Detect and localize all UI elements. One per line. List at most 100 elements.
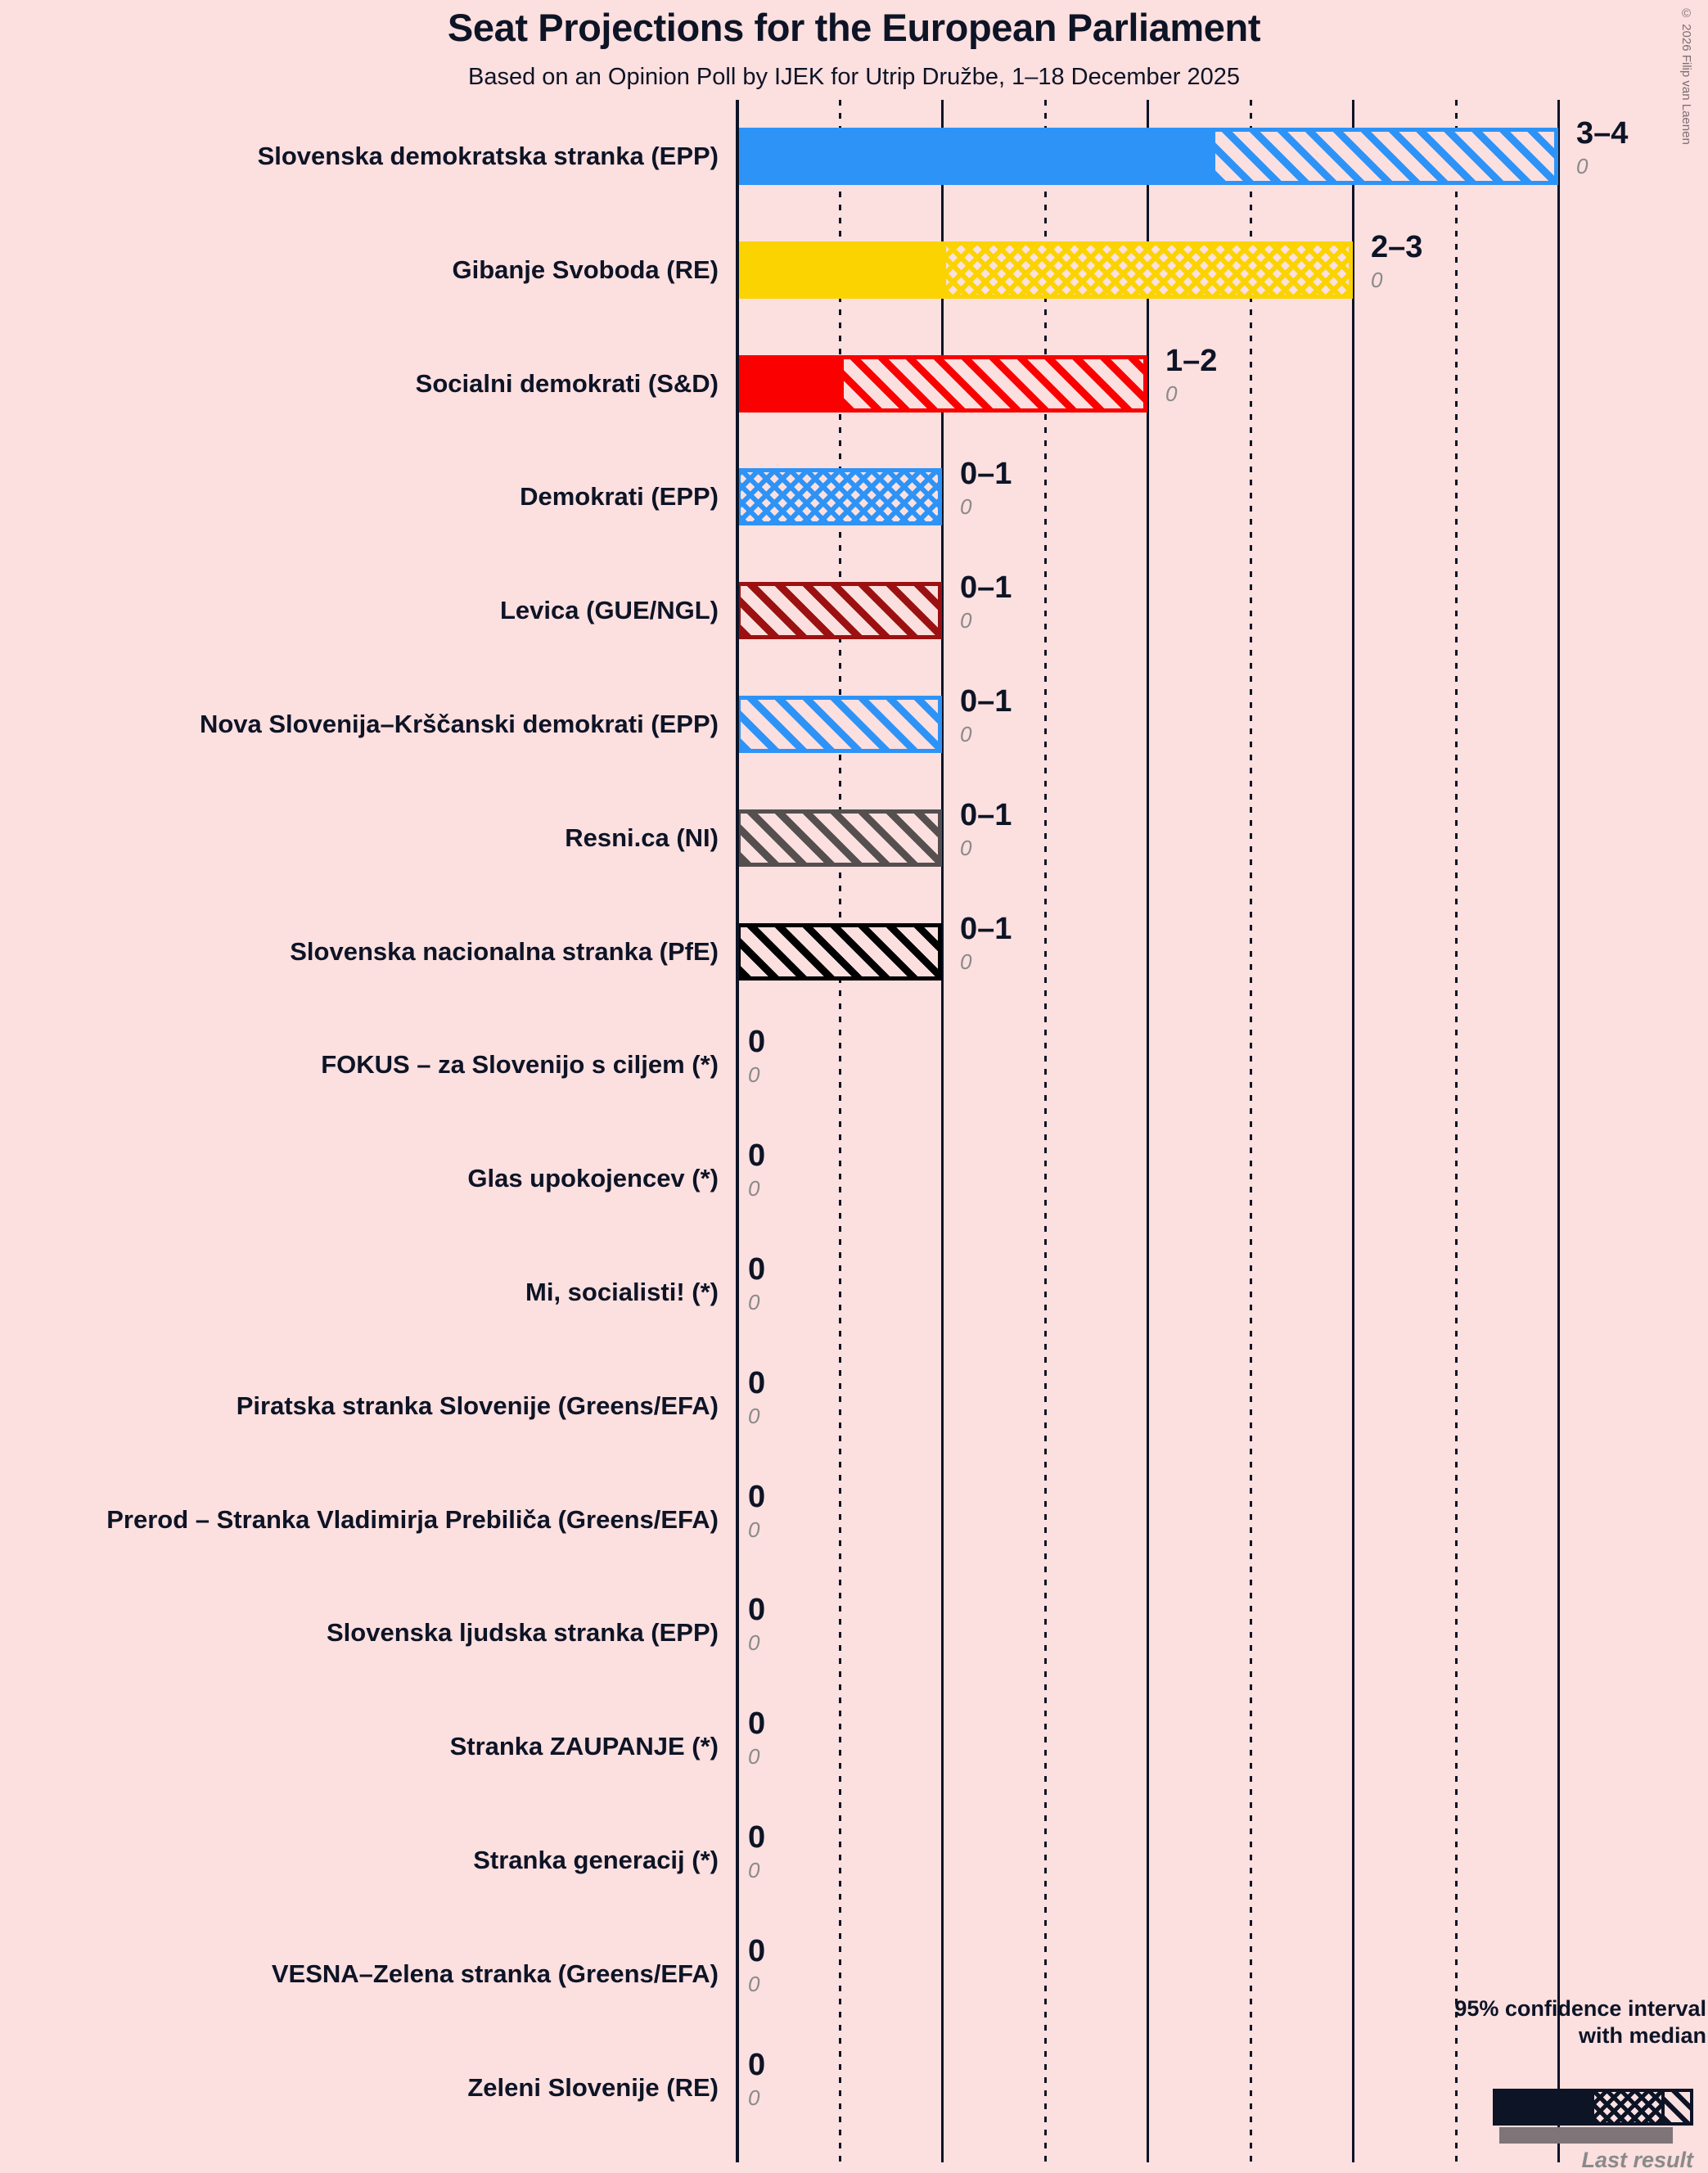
party-label: FOKUS – za Slovenijo s ciljem (*) <box>321 1050 719 1080</box>
party-label: Nova Slovenija–Krščanski demokrati (EPP) <box>199 709 719 738</box>
chart-subtitle: Based on an Opinion Poll by IJEK for Utr… <box>467 64 1241 90</box>
chart-row: Stranka generacij (*) 0 0 <box>0 1804 1708 1917</box>
party-label: Glas upokojencev (*) <box>467 1164 719 1193</box>
value-axis <box>737 100 739 2162</box>
chart-row: Slovenska nacionalna stranka (PfE) 0–1 0 <box>0 895 1708 1008</box>
chart-row: Gibanje Svoboda (RE) 2–3 0 <box>0 214 1708 327</box>
value-labels: 0–1 0 <box>960 686 1012 745</box>
chart-row: Stranka ZAUPANJE (*) 0 0 <box>0 1690 1708 1803</box>
seat-range-value: 0–1 <box>960 684 1012 719</box>
seat-range-value: 0 <box>748 1593 766 1628</box>
legend-last-result-swatch <box>1499 2127 1673 2144</box>
seat-range-value: 0 <box>748 1933 766 1968</box>
last-result-value: 0 <box>960 608 972 633</box>
bar-confidence-segment <box>737 582 942 640</box>
legend-last-result-label: Last result <box>1581 2148 1693 2172</box>
chart-row: Levica (GUE/NGL) 0–1 0 <box>0 554 1708 667</box>
seat-range-value: 0–1 <box>960 457 1012 492</box>
seat-range-value: 0 <box>748 1252 766 1287</box>
last-result-value: 0 <box>960 949 972 974</box>
chart-row: Slovenska demokratska stranka (EPP) 3–4 0 <box>0 100 1708 213</box>
value-labels: 2–3 0 <box>1371 232 1422 291</box>
value-labels: 1–2 0 <box>1165 345 1217 404</box>
last-result-value: 0 <box>748 1517 760 1542</box>
seat-range-value: 2–3 <box>1371 229 1423 264</box>
chart-row: VESNA–Zelena stranka (Greens/EFA) 0 0 <box>0 1918 1708 2031</box>
last-result-value: 0 <box>960 494 972 520</box>
chart-row: Demokrati (EPP) 0–1 0 <box>0 440 1708 553</box>
chart-row: Resni.ca (NI) 0–1 0 <box>0 782 1708 895</box>
bar-confidence-segment <box>839 354 1147 413</box>
chart-row: Glas upokojencev (*) 0 0 <box>0 1122 1708 1235</box>
party-label: Zeleni Slovenije (RE) <box>467 2072 719 2102</box>
seat-range-value: 0–1 <box>960 911 1012 946</box>
gridline-major <box>1147 100 1149 2162</box>
seat-range-value: 1–2 <box>1165 343 1218 378</box>
bar-confidence-segment <box>942 241 1353 299</box>
legend-line-1: 95% confidence interval <box>1454 1996 1706 2021</box>
gridline-major <box>941 100 944 2162</box>
gridline-minor <box>1249 100 1252 2162</box>
bar-confidence-segment <box>737 696 942 753</box>
chart-row: Socialni demokrati (S&D) 1–2 0 <box>0 327 1708 440</box>
seat-range-value: 0 <box>748 1365 766 1400</box>
value-labels: 0–1 0 <box>960 913 1012 972</box>
last-result-value: 0 <box>748 1630 760 1656</box>
last-result-value: 0 <box>748 1858 760 1882</box>
last-result-value: 0 <box>1371 267 1383 292</box>
party-label: Stranka ZAUPANJE (*) <box>449 1732 719 1761</box>
chart-row: FOKUS – za Slovenijo s ciljem (*) 0 0 <box>0 1008 1708 1121</box>
party-label: Socialni demokrati (S&D) <box>415 368 719 398</box>
page-title: Seat Projections for the European Parlia… <box>447 6 1261 49</box>
last-result-value: 0 <box>748 1062 760 1088</box>
party-label: Resni.ca (NI) <box>565 823 719 852</box>
bar-median-segment <box>737 241 942 299</box>
last-result-value: 0 <box>960 722 972 746</box>
bar-confidence-segment <box>1210 128 1558 185</box>
seat-range-value: 0–1 <box>960 797 1012 832</box>
last-result-value: 0 <box>748 1290 760 1314</box>
seat-range-value: 0–1 <box>960 570 1012 606</box>
last-result-value: 0 <box>1165 381 1178 406</box>
last-result-value: 0 <box>748 1176 760 1201</box>
seat-range-value: 3–4 <box>1576 116 1629 151</box>
bar-confidence-segment <box>737 809 942 867</box>
chart-legend: 95% confidence interval with median Last… <box>1391 1995 1708 2172</box>
value-labels: 0–1 0 <box>960 572 1012 631</box>
legend-diagonal-segment <box>1661 2092 1690 2122</box>
seat-range-value: 0 <box>748 2047 766 2082</box>
bar-median-segment <box>737 128 1211 185</box>
chart-row: Prerod – Stranka Vladimirja Prebiliča (G… <box>0 1463 1708 1576</box>
party-label: Gibanje Svoboda (RE) <box>452 255 719 284</box>
party-label: Stranka generacij (*) <box>473 1845 719 1874</box>
party-label: Slovenska nacionalna stranka (PfE) <box>290 936 719 966</box>
legend-line-2: with median <box>1578 2022 1706 2048</box>
party-label: Levica (GUE/NGL) <box>500 596 719 625</box>
last-result-value: 0 <box>748 2085 760 2110</box>
gridline-minor <box>838 100 841 2162</box>
seat-range-value: 0 <box>748 1025 766 1060</box>
chart-row: Mi, socialisti! (*) 0 0 <box>0 1236 1708 1349</box>
party-label: Demokrati (EPP) <box>520 482 719 512</box>
value-labels: 0–1 0 <box>960 800 1012 859</box>
gridline-minor <box>1043 100 1047 2162</box>
last-result-value: 0 <box>960 835 972 860</box>
seat-range-value: 0 <box>748 1138 766 1174</box>
last-result-value: 0 <box>1576 154 1589 178</box>
bar-confidence-segment <box>737 922 942 981</box>
value-labels: 0–1 0 <box>960 458 1012 517</box>
last-result-value: 0 <box>748 1744 760 1770</box>
copyright-notice: © 2026 Filip van Laenen <box>1679 7 1693 145</box>
bar-median-segment <box>737 354 840 413</box>
last-result-value: 0 <box>748 1971 760 1996</box>
gridline-minor <box>1454 100 1458 2162</box>
chart-row: Piratska stranka Slovenije (Greens/EFA) 0… <box>0 1350 1708 1463</box>
seat-range-value: 0 <box>748 1479 766 1514</box>
